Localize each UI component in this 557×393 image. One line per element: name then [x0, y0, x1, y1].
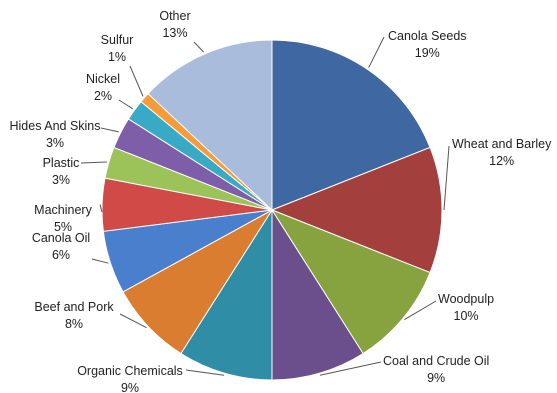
- slice-name-label: Coal and Crude Oil: [383, 354, 489, 368]
- slice-name-label: Canola Oil: [32, 231, 90, 245]
- pie-slice-woodpulp: [270, 208, 431, 355]
- leader-line: [99, 204, 103, 213]
- slice-percent-label: 13%: [162, 26, 187, 40]
- leader-line: [319, 361, 382, 376]
- pie-labels: Canola Seeds 19% Wheat and Barley 12% Woodpu…: [9, 9, 552, 393]
- slice-name-label: Wheat and Barley: [452, 137, 552, 151]
- slice-percent-label: 8%: [65, 317, 83, 331]
- slice-percent-label: 9%: [427, 371, 445, 385]
- slice-name-label: Canola Seeds: [388, 29, 467, 43]
- pie-slice-other: [147, 39, 273, 212]
- slice-percent-label: 3%: [52, 173, 70, 187]
- leader-line: [185, 369, 225, 376]
- leader-line: [100, 127, 119, 133]
- slice-percent-label: 19%: [415, 46, 440, 60]
- leader-line: [119, 313, 147, 329]
- pie-slice-canola-seeds: [271, 39, 431, 211]
- leader-line: [80, 161, 107, 164]
- slice-name-label: Sulfur: [101, 33, 134, 47]
- leader-line: [443, 145, 450, 211]
- slice-percent-label: 3%: [46, 136, 64, 150]
- slice-name-label: Organic Chemicals: [77, 364, 183, 378]
- slice-percent-label: 6%: [52, 248, 70, 262]
- slice-name-label: Nickel: [86, 72, 120, 86]
- slice-percent-label: 12%: [489, 154, 514, 168]
- leader-line: [368, 36, 385, 68]
- slice-name-label: Hides And Skins: [9, 119, 100, 133]
- slice-percent-label: 9%: [121, 381, 139, 393]
- slice-name-label: Plastic: [43, 156, 80, 170]
- leader-line: [193, 41, 205, 53]
- leader-line: [404, 300, 437, 321]
- slice-name-label: Machinery: [34, 203, 92, 217]
- pie-slices: [101, 39, 443, 381]
- slice-name-label: Beef and Pork: [34, 300, 114, 314]
- pie-slice-coal-and-crude-oil: [271, 208, 364, 381]
- slice-percent-label: 1%: [108, 50, 126, 64]
- pie-slice-organic-chemicals: [180, 208, 273, 381]
- slice-name-label: Woodpulp: [438, 292, 494, 306]
- leader-line: [118, 99, 134, 110]
- slice-name-label: Other: [159, 9, 190, 23]
- leader-line: [129, 65, 144, 97]
- leader-line: [91, 258, 109, 264]
- pie-slice-wheat-and-barley: [270, 146, 443, 274]
- slice-percent-label: 10%: [454, 309, 479, 323]
- slice-percent-label: 2%: [94, 89, 112, 103]
- slice-percent-label: 5%: [54, 220, 72, 234]
